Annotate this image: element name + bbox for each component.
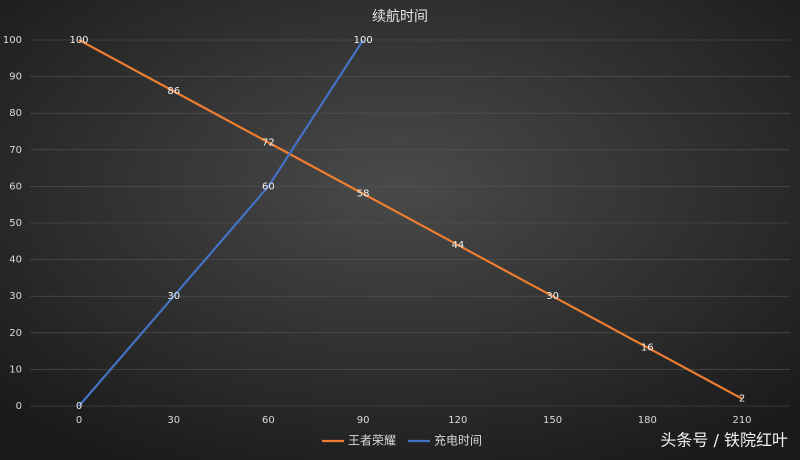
legend-label: 王者荣耀 bbox=[348, 434, 396, 448]
y-tick-label: 20 bbox=[9, 328, 22, 339]
y-tick-label: 70 bbox=[9, 145, 22, 156]
y-tick-label: 100 bbox=[3, 35, 22, 46]
y-tick-label: 50 bbox=[9, 218, 22, 229]
y-tick-label: 40 bbox=[9, 255, 22, 266]
legend-label: 充电时间 bbox=[434, 433, 482, 448]
data-label: 86 bbox=[167, 86, 180, 97]
x-tick-label: 0 bbox=[76, 415, 82, 426]
y-tick-label: 10 bbox=[9, 364, 22, 375]
data-label: 60 bbox=[262, 181, 275, 192]
data-label: 30 bbox=[167, 291, 180, 302]
x-tick-label: 90 bbox=[357, 415, 370, 426]
series-line bbox=[78, 39, 365, 407]
x-tick-label: 210 bbox=[732, 415, 751, 426]
data-label: 30 bbox=[546, 291, 559, 302]
watermark: 头条号 / 铁院红叶 bbox=[660, 431, 788, 450]
data-label: 2 bbox=[739, 394, 745, 405]
y-tick-label: 80 bbox=[9, 108, 22, 119]
data-label: 58 bbox=[357, 189, 370, 200]
chart-title: 续航时间 bbox=[372, 8, 428, 25]
series-line bbox=[78, 39, 743, 400]
data-label: 100 bbox=[69, 35, 88, 46]
y-tick-label: 60 bbox=[9, 181, 22, 192]
x-tick-label: 120 bbox=[448, 415, 467, 426]
data-label: 0 bbox=[76, 401, 82, 412]
y-tick-label: 90 bbox=[9, 72, 22, 83]
y-tick-label: 30 bbox=[9, 291, 22, 302]
x-tick-label: 30 bbox=[167, 415, 180, 426]
data-label: 100 bbox=[354, 35, 373, 46]
y-tick-label: 0 bbox=[16, 401, 22, 412]
x-tick-label: 180 bbox=[638, 415, 657, 426]
data-label: 16 bbox=[641, 342, 654, 353]
data-label: 72 bbox=[262, 137, 275, 148]
x-tick-label: 60 bbox=[262, 415, 275, 426]
x-tick-label: 150 bbox=[543, 415, 562, 426]
data-label: 44 bbox=[451, 240, 464, 251]
